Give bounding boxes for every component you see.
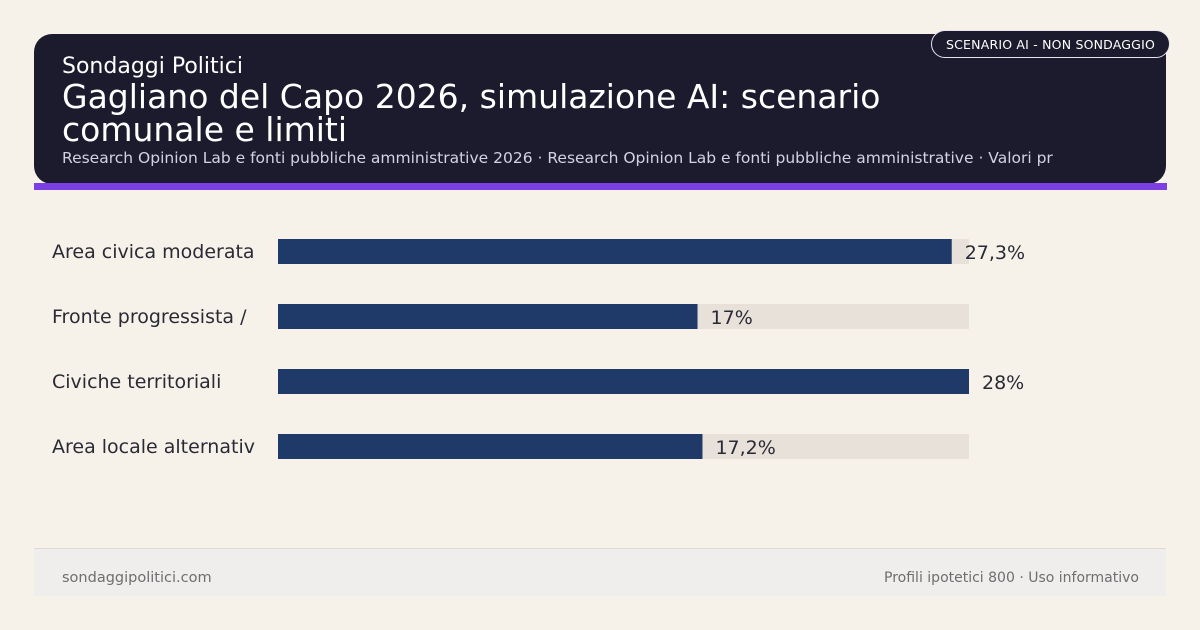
bar — [278, 304, 698, 329]
value-label: 17% — [711, 307, 753, 329]
category-label: Fronte progressista / — [52, 306, 247, 328]
bar — [278, 369, 969, 394]
bar — [278, 434, 703, 459]
value-label: 17,2% — [715, 437, 775, 459]
brand-name: Sondaggi Politici — [62, 54, 243, 79]
category-label: Civiche territoriali — [52, 371, 221, 393]
header-accent-bar — [34, 183, 1167, 190]
scenario-badge: SCENARIO AI - NON SONDAGGIO — [930, 30, 1170, 58]
header-banner: Sondaggi Politici Gagliano del Capo 2026… — [34, 34, 1166, 184]
page-title: Gagliano del Capo 2026, simulazione AI: … — [62, 77, 881, 149]
footer: sondaggipolitici.com Profili ipotetici 8… — [34, 548, 1166, 596]
category-label: Area locale alternativ — [52, 436, 255, 458]
value-label: 27,3% — [965, 242, 1025, 264]
footer-site: sondaggipolitici.com — [62, 570, 212, 586]
bar — [278, 239, 952, 264]
footer-note: Profili ipotetici 800 · Uso informativo — [884, 570, 1139, 586]
value-label: 28% — [982, 372, 1024, 394]
category-label: Area civica moderata — [52, 241, 255, 263]
page-subtitle: Research Opinion Lab e fonti pubbliche a… — [62, 149, 1053, 167]
